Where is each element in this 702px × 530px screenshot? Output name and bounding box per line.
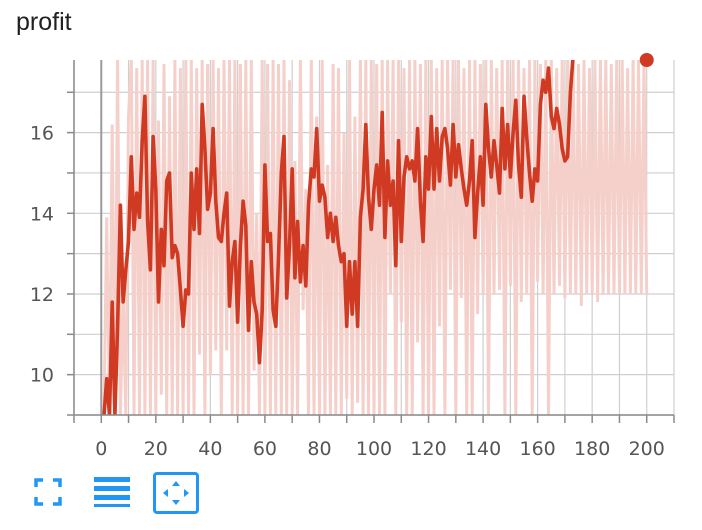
x-tick-label: 20: [144, 438, 168, 460]
y-tick-label: 16: [30, 123, 54, 145]
fullscreen-icon: [34, 478, 62, 506]
x-tick-label: 160: [520, 438, 556, 460]
fit-domain-button[interactable]: [153, 472, 199, 514]
raw-series-line: [102, 60, 649, 415]
end-point-marker: [639, 53, 654, 67]
smoothed-series: [102, 53, 654, 415]
x-tick-label: 200: [629, 438, 665, 460]
x-tick-label: 40: [198, 438, 222, 460]
toggle-data-button[interactable]: [92, 472, 132, 512]
chart-title: profit: [16, 8, 72, 36]
fit-domain-icon: [163, 481, 189, 505]
x-tick-label: 120: [410, 438, 446, 460]
x-tick-label: 100: [356, 438, 392, 460]
raw-series: [102, 60, 649, 415]
x-tick-label: 0: [95, 438, 107, 460]
list-icon: [94, 477, 130, 507]
x-tick-label: 80: [307, 438, 331, 460]
y-tick-label: 12: [30, 284, 54, 306]
smoothed-series-line: [102, 60, 575, 415]
y-tick-label: 10: [30, 365, 54, 387]
fullscreen-button[interactable]: [28, 472, 68, 512]
x-tick-label: 180: [574, 438, 610, 460]
chart-toolbar: [0, 468, 240, 516]
y-tick-label: 14: [30, 203, 54, 225]
x-tick-label: 140: [465, 438, 501, 460]
x-tick-label: 60: [253, 438, 277, 460]
